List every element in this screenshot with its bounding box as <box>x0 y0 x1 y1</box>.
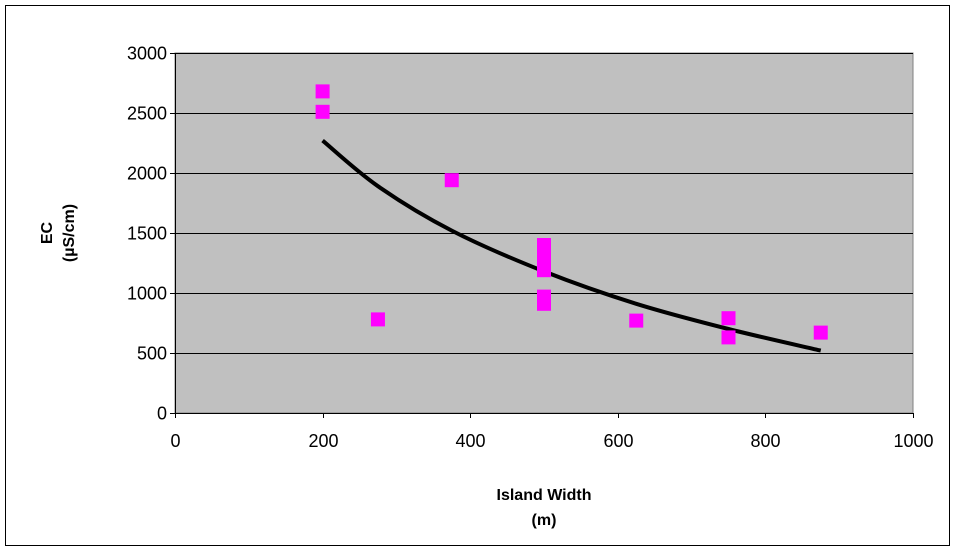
data-point-12 <box>721 330 736 345</box>
y-axis-unit: (µS/cm) <box>61 204 78 262</box>
x-tick-label-2: 400 <box>455 431 485 451</box>
x-tick-label-3: 600 <box>603 431 633 451</box>
x-axis-unit: (m) <box>532 512 557 529</box>
x-tick-label-5: 1000 <box>893 431 933 451</box>
data-point-9 <box>537 296 551 311</box>
y-tick-label-4: 2000 <box>127 164 167 184</box>
data-point-1 <box>315 104 330 119</box>
y-tick-label-2: 1000 <box>127 284 167 304</box>
data-point-0 <box>315 84 330 99</box>
y-axis-title: EC <box>39 221 56 244</box>
y-tick-label-6: 3000 <box>127 44 167 64</box>
x-tick-label-1: 200 <box>308 431 338 451</box>
y-tick-label-3: 1500 <box>127 224 167 244</box>
data-point-3 <box>444 173 459 188</box>
data-point-13 <box>813 325 828 340</box>
data-points <box>315 84 828 345</box>
x-axis-title: Island Width <box>497 487 592 504</box>
data-point-10 <box>629 313 644 328</box>
data-point-7 <box>537 263 551 278</box>
data-point-2 <box>370 312 385 327</box>
y-tick-label-0: 0 <box>157 404 167 424</box>
x-tick-labels: 0 200 400 600 800 1000 <box>170 431 933 451</box>
y-tick-label-1: 500 <box>137 344 167 364</box>
x-tick-label-0: 0 <box>170 431 180 451</box>
y-tick-labels: 0 500 1000 1500 2000 2500 3000 <box>127 44 167 424</box>
axes <box>170 53 914 418</box>
x-tick-label-4: 800 <box>750 431 780 451</box>
data-point-11 <box>721 311 736 326</box>
y-tick-label-5: 2500 <box>127 104 167 124</box>
